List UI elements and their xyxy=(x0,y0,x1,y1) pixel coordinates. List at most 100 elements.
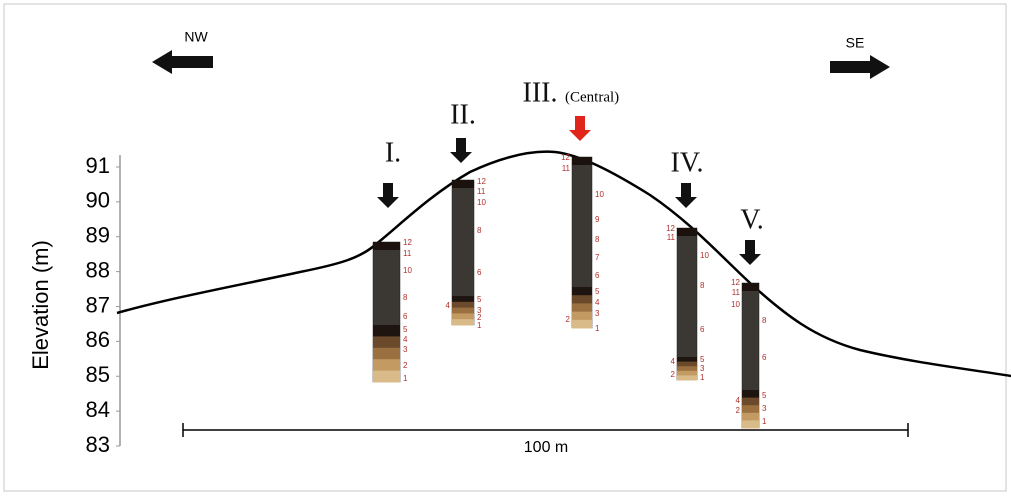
y-tick-label: 90 xyxy=(86,188,110,213)
core-name: III. xyxy=(523,77,558,108)
layer-number: 1 xyxy=(700,373,705,382)
y-tick-label: 89 xyxy=(86,223,110,248)
layer-number: 8 xyxy=(403,293,408,302)
core-layer xyxy=(373,336,400,349)
layer-number: 3 xyxy=(700,364,705,373)
layer-number: 9 xyxy=(595,215,600,224)
core-arrow xyxy=(569,116,591,141)
layer-number: 6 xyxy=(700,325,705,334)
direction-nw: NW xyxy=(184,29,208,45)
core-layer xyxy=(373,325,400,337)
layer-number: 8 xyxy=(477,226,482,235)
layer-number: 6 xyxy=(595,271,600,280)
layer-number: 11 xyxy=(732,288,741,297)
layer-number: 4 xyxy=(403,335,408,344)
layer-number: 12 xyxy=(561,153,570,162)
layer-number: 1 xyxy=(595,324,600,333)
core-top-layer xyxy=(572,157,592,165)
core-layer xyxy=(373,359,400,372)
frame xyxy=(3,3,1007,492)
core-layer xyxy=(742,390,759,399)
core-layer xyxy=(677,361,697,367)
layer-number: 1 xyxy=(403,374,408,383)
layer-number: 11 xyxy=(477,187,486,196)
layer-number: 10 xyxy=(477,198,486,207)
y-tick-label: 84 xyxy=(86,397,110,422)
layer-number: 8 xyxy=(595,235,600,244)
core-name: IV. xyxy=(671,147,704,178)
core-layer xyxy=(452,301,474,309)
layer-number: 8 xyxy=(762,316,767,325)
core-layer xyxy=(452,296,474,303)
layer-number: 6 xyxy=(477,268,482,277)
terrain-profile xyxy=(116,150,1011,378)
layer-number: 5 xyxy=(700,355,705,364)
layer-number: 6 xyxy=(762,353,767,362)
layer-number: 1 xyxy=(762,417,767,426)
core-layer xyxy=(572,287,592,296)
core-layer xyxy=(452,319,474,326)
core-layer xyxy=(677,370,697,376)
core-arrow xyxy=(739,240,761,265)
layer-number: 2 xyxy=(403,361,408,370)
core-note: (Central) xyxy=(565,89,619,105)
core-arrow xyxy=(450,138,472,163)
arrow-nw xyxy=(152,50,213,74)
layer-number: 11 xyxy=(667,233,676,242)
core-layer xyxy=(742,405,759,414)
layer-number: 12 xyxy=(403,238,412,247)
direction-se: SE xyxy=(846,35,865,51)
y-tick-label: 88 xyxy=(86,257,110,282)
core-layer xyxy=(742,420,759,429)
core-layer xyxy=(572,295,592,304)
layer-number: 4 xyxy=(736,396,741,405)
layer-number: 11 xyxy=(403,249,412,258)
layer-number: 2 xyxy=(566,315,571,324)
layer-number: 4 xyxy=(671,357,676,366)
layer-number: 3 xyxy=(477,306,482,315)
core-name: V. xyxy=(740,204,764,235)
layer-number: 4 xyxy=(446,301,451,310)
layer-number: 12 xyxy=(477,177,486,186)
layer-number: 7 xyxy=(595,253,600,262)
core-layer xyxy=(452,307,474,314)
arrow-se xyxy=(830,55,890,79)
layer-number: 1 xyxy=(477,321,482,330)
core-top-layer xyxy=(677,228,697,236)
core-top-layer xyxy=(742,283,759,291)
core-layer xyxy=(677,375,697,381)
layer-number: 12 xyxy=(666,224,675,233)
y-tick-label: 85 xyxy=(86,362,110,387)
scale-bar-label: 100 m xyxy=(524,439,568,456)
layer-number: 2 xyxy=(477,313,482,322)
core-top-layer xyxy=(452,180,474,188)
layer-number: 6 xyxy=(403,312,408,321)
layer-number: 10 xyxy=(403,266,412,275)
core-layer xyxy=(373,370,400,383)
layer-number: 2 xyxy=(671,370,676,379)
core-layer xyxy=(677,357,697,363)
layer-number: 12 xyxy=(731,278,740,287)
core-layer xyxy=(677,366,697,372)
layer-number: 3 xyxy=(595,309,600,318)
core-arrow xyxy=(675,183,697,208)
y-tick-label: 91 xyxy=(86,153,110,178)
layer-number: 5 xyxy=(595,287,600,296)
y-tick-label: 86 xyxy=(86,327,110,352)
core-layer xyxy=(452,313,474,320)
core-layer xyxy=(572,319,592,329)
y-tick-label: 87 xyxy=(86,292,110,317)
axis-label: Elevation (m) xyxy=(28,240,53,370)
core-layer xyxy=(373,347,400,360)
layer-number: 5 xyxy=(762,391,767,400)
layer-number: 3 xyxy=(403,345,408,354)
layer-number: 11 xyxy=(562,164,571,173)
layer-number: 10 xyxy=(731,300,740,309)
y-tick-label: 83 xyxy=(86,432,110,457)
layer-number: 8 xyxy=(700,281,705,290)
core-name: I. xyxy=(385,137,401,168)
layer-number: 5 xyxy=(403,325,408,334)
layer-number: 10 xyxy=(700,251,709,260)
core-layer xyxy=(742,397,759,406)
